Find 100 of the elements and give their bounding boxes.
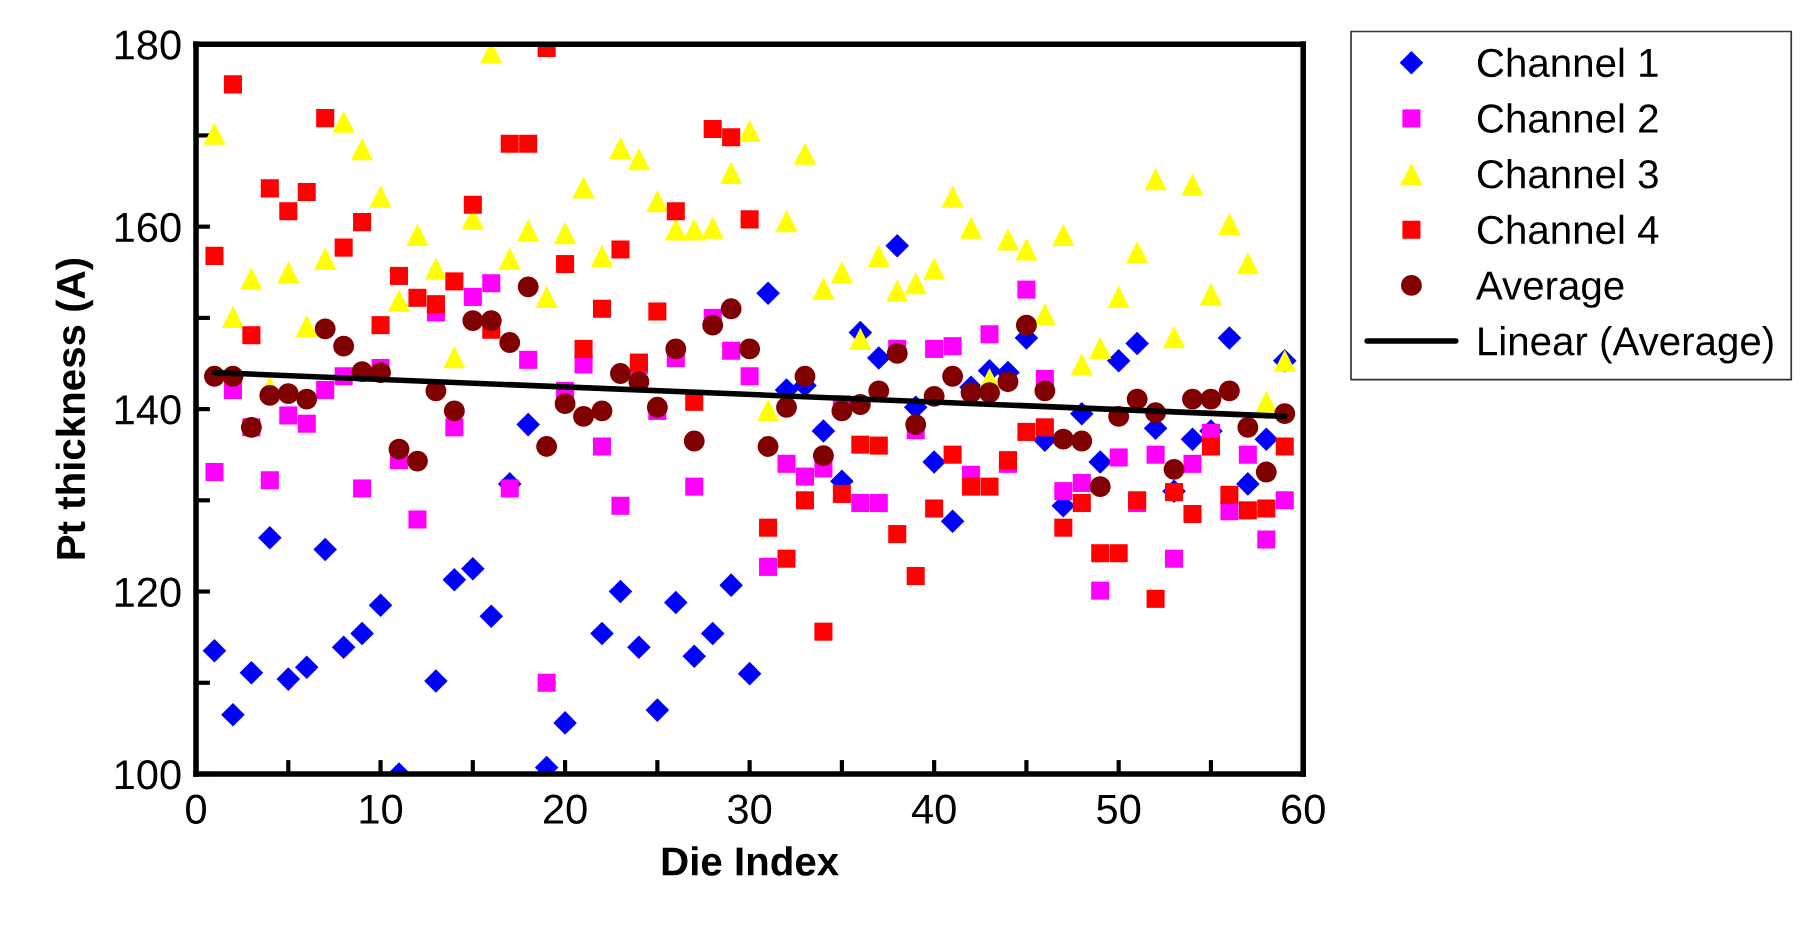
point <box>1162 325 1186 349</box>
point <box>1165 549 1184 568</box>
point <box>408 288 427 307</box>
point <box>759 557 778 576</box>
point <box>777 549 796 568</box>
point <box>332 110 355 133</box>
point <box>314 247 337 270</box>
point <box>886 279 909 302</box>
point <box>756 398 780 422</box>
point <box>203 122 226 145</box>
point <box>813 445 834 467</box>
point <box>701 216 724 239</box>
point <box>517 276 539 298</box>
point <box>756 281 780 306</box>
point <box>1033 303 1056 326</box>
point <box>1091 544 1110 563</box>
point <box>1107 285 1130 309</box>
point <box>685 477 704 496</box>
point <box>592 437 612 456</box>
point <box>1052 223 1075 246</box>
point <box>553 711 577 735</box>
point <box>812 277 835 300</box>
point <box>869 436 888 455</box>
point <box>314 318 336 340</box>
point <box>517 219 540 242</box>
point <box>221 702 245 727</box>
point <box>777 454 796 473</box>
point <box>1089 476 1111 498</box>
point <box>554 393 576 415</box>
point <box>1109 544 1128 563</box>
point <box>867 346 891 370</box>
point <box>1255 390 1278 413</box>
point <box>316 380 335 399</box>
point <box>350 621 374 646</box>
point <box>646 396 668 418</box>
point <box>996 228 1020 251</box>
point <box>1163 458 1185 480</box>
point <box>1275 437 1294 456</box>
point <box>922 450 946 474</box>
point <box>1183 454 1202 473</box>
y-tick-label: 180 <box>115 30 181 60</box>
point <box>759 518 778 537</box>
point <box>260 179 279 198</box>
point <box>1238 501 1257 520</box>
point <box>795 491 814 510</box>
point <box>627 635 651 659</box>
point <box>1070 353 1093 376</box>
point <box>279 202 298 221</box>
point <box>369 185 392 208</box>
point <box>610 363 631 384</box>
point <box>1072 473 1091 493</box>
x-tick-label: 40 <box>911 794 956 825</box>
point <box>1054 482 1073 501</box>
point <box>519 134 538 153</box>
point <box>722 128 741 147</box>
point <box>407 450 428 472</box>
point <box>664 218 687 241</box>
point <box>664 590 688 615</box>
point <box>682 644 707 669</box>
point <box>1052 428 1074 450</box>
point <box>1183 504 1202 524</box>
point <box>1146 445 1165 464</box>
point <box>537 673 556 692</box>
point <box>666 202 685 221</box>
legend-label: Average <box>1475 271 1624 308</box>
point <box>1126 241 1149 264</box>
point <box>443 400 465 422</box>
point <box>1109 448 1128 467</box>
point <box>1181 173 1204 196</box>
point <box>943 445 962 464</box>
point <box>482 274 501 293</box>
point <box>445 272 464 291</box>
point <box>498 247 521 270</box>
point <box>1015 238 1038 261</box>
point <box>221 305 245 329</box>
point <box>665 338 687 360</box>
point <box>925 339 944 358</box>
point <box>923 257 946 280</box>
point <box>959 216 983 239</box>
point <box>925 499 944 518</box>
point <box>240 267 263 290</box>
point <box>648 302 667 321</box>
point <box>297 182 316 202</box>
point <box>1236 252 1259 275</box>
point <box>738 119 761 142</box>
point <box>333 335 355 357</box>
legend-label: Channel 2 <box>1477 103 1658 133</box>
point <box>869 494 888 513</box>
point <box>1200 388 1222 410</box>
point <box>794 365 816 387</box>
point <box>886 343 908 364</box>
point <box>276 667 301 691</box>
point <box>776 396 797 418</box>
x-tick-label: 60 <box>1282 794 1325 825</box>
point <box>722 341 741 360</box>
point <box>1125 331 1149 356</box>
point <box>905 414 927 436</box>
point <box>962 477 981 496</box>
point <box>1017 280 1036 299</box>
point <box>424 257 448 280</box>
